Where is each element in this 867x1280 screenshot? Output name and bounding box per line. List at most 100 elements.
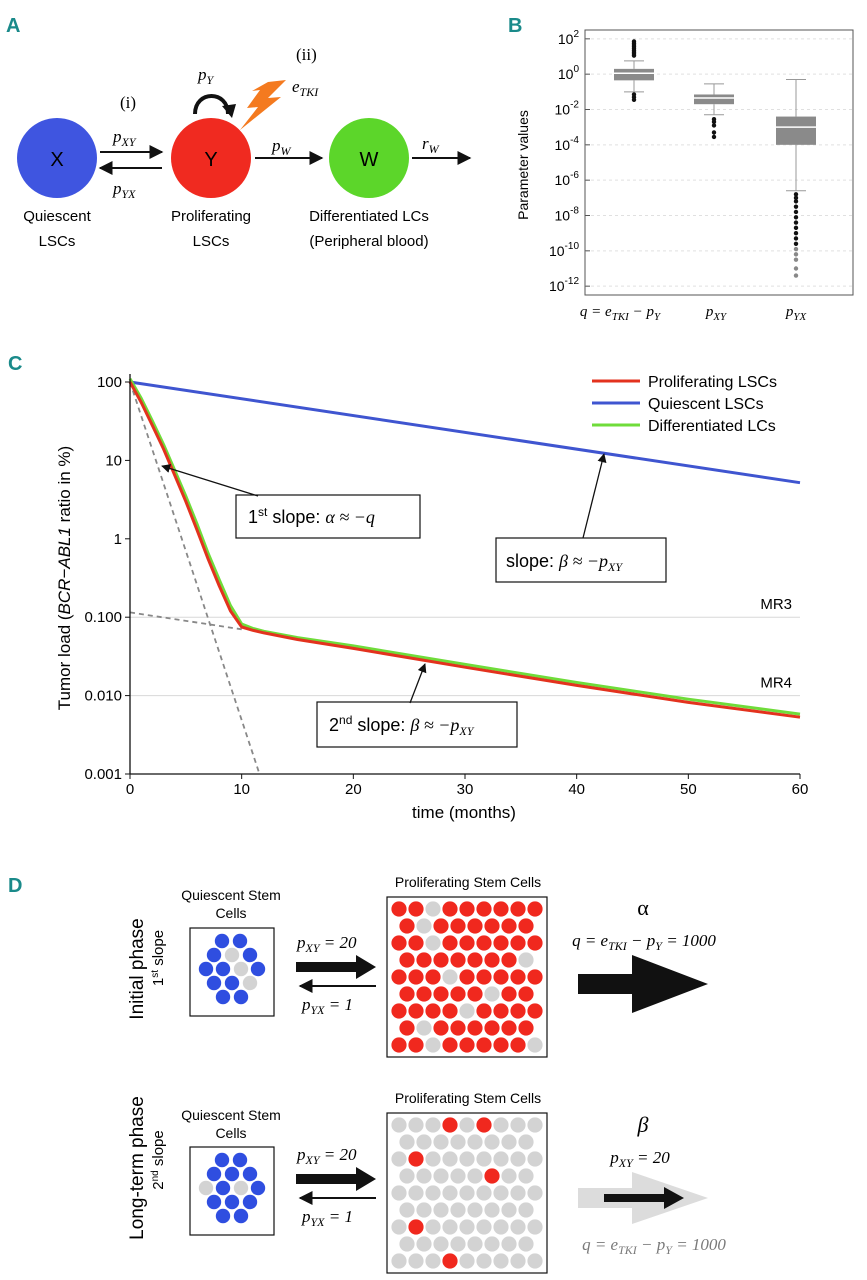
proliferating-cell — [425, 1037, 441, 1053]
proliferating-cell — [391, 1003, 407, 1019]
proliferating-cell — [476, 935, 492, 951]
d-row1-forward-arrow — [296, 955, 376, 979]
c-xtick-label: 50 — [680, 781, 697, 798]
b-outlier — [793, 246, 799, 252]
proliferating-cell — [493, 1185, 509, 1201]
panel-a: A X Quiescent LSCs Y Proliferating LSCs … — [6, 15, 472, 250]
b-outlier — [793, 266, 799, 271]
c-xtick-label: 60 — [792, 781, 809, 798]
d-row2-quiescent-cells — [198, 1152, 266, 1224]
proliferating-cell — [416, 918, 432, 934]
proliferating-cell — [408, 1151, 424, 1167]
b-outlier — [793, 241, 799, 246]
proliferating-cell — [459, 1037, 475, 1053]
b-outlier — [793, 225, 799, 231]
proliferating-cell — [510, 969, 526, 985]
c-xtick-label: 0 — [126, 781, 134, 798]
b-outlier — [711, 123, 717, 128]
proliferating-cell — [493, 901, 509, 917]
proliferating-cell — [459, 1151, 475, 1167]
proliferating-cell — [399, 986, 415, 1002]
proliferating-cell — [467, 918, 483, 934]
proliferating-cell — [501, 986, 517, 1002]
proliferating-cell — [484, 1168, 500, 1184]
proliferating-cell — [425, 1219, 441, 1235]
proliferating-cell — [501, 1202, 517, 1218]
annotation-first-slope: 1st slope: α ≈ −q — [248, 505, 375, 527]
proliferating-cell — [442, 1037, 458, 1053]
legend-label-proliferating: Proliferating LSCs — [648, 374, 777, 391]
node-w-circle — [329, 118, 409, 198]
step-i-label: (i) — [120, 93, 136, 112]
proliferating-cell — [510, 1219, 526, 1235]
quiescent-cell — [233, 1208, 249, 1224]
proliferating-cell — [408, 1253, 424, 1269]
proliferating-cell — [408, 901, 424, 917]
quiescent-cell — [224, 1166, 240, 1182]
d-row1-prolif-cells — [391, 901, 543, 1053]
d-row2-prolif-title: Proliferating Stem Cells — [395, 1090, 541, 1106]
node-w-caption-1: Differentiated LCs — [309, 208, 429, 225]
b-outlier — [711, 119, 717, 125]
proliferating-cell — [433, 1236, 449, 1252]
c-ytick-label: 0.001 — [84, 766, 122, 783]
b-yticks: 102 100 10-2 10-4 10-6 10-8 10-10 10-12 — [549, 29, 590, 294]
proliferating-cell — [425, 1185, 441, 1201]
proliferating-cell — [391, 901, 407, 917]
quiescent-cell — [215, 1180, 231, 1196]
proliferating-cell — [510, 1037, 526, 1053]
quiescent-cell — [242, 947, 258, 963]
proliferating-cell — [493, 1151, 509, 1167]
proliferating-cell — [467, 952, 483, 968]
proliferating-cell — [425, 935, 441, 951]
proliferating-cell — [493, 1219, 509, 1235]
annotation-slope: slope: β ≈ −pXY — [506, 551, 623, 574]
d-row2-slope: 2nd slope — [150, 1130, 167, 1190]
panel-b: B Parameter values 102 100 10-2 10-4 10-6 10-… — [508, 15, 854, 323]
proliferating-cell — [501, 1020, 517, 1036]
d-row2-phase: Long-term phase — [127, 1096, 148, 1240]
b-xlabel: pXY — [705, 304, 728, 323]
b-plot-frame — [584, 29, 854, 296]
proliferating-cell — [391, 1185, 407, 1201]
b-outlier — [793, 192, 799, 197]
d-row1-quiescent-cells — [198, 933, 266, 1005]
c-dashed-lines — [129, 381, 261, 775]
b-ylabel: Parameter values — [515, 110, 531, 220]
b-ytick-label: 10-12 — [549, 276, 579, 294]
d-row2-forward-arrow — [296, 1167, 376, 1191]
b-box — [614, 68, 654, 81]
proliferating-cell — [476, 1003, 492, 1019]
panel-d: D Initial phase 1st slope Quiescent Stem… — [8, 874, 726, 1274]
node-x-label: X — [50, 149, 63, 171]
panel-letter-a: A — [6, 15, 20, 37]
quiescent-cell — [206, 1166, 222, 1182]
b-grid — [585, 38, 853, 287]
node-y-caption-1: Proliferating — [171, 208, 251, 225]
quiescent-cell — [214, 1152, 230, 1168]
py-label: pY — [197, 65, 215, 87]
proliferating-cell — [425, 1003, 441, 1019]
panel-c: C Tumor load (BCR−ABL1 ratio in %) time … — [8, 353, 808, 822]
proliferating-cell — [450, 952, 466, 968]
proliferating-cell — [484, 918, 500, 934]
proliferating-cell — [399, 1202, 415, 1218]
step-ii-label: (ii) — [296, 45, 317, 64]
proliferating-cell — [510, 1003, 526, 1019]
b-xlabels: q = eTKI − pY pXY pYX — [580, 304, 808, 323]
proliferating-cell — [493, 1117, 509, 1133]
proliferating-cell — [416, 952, 432, 968]
proliferating-cell — [493, 969, 509, 985]
pyx-label: pYX — [112, 179, 136, 201]
proliferating-cell — [399, 1020, 415, 1036]
d-row2-pxy: pXY = 20 — [296, 1145, 357, 1167]
proliferating-cell — [459, 901, 475, 917]
b-outlier — [793, 215, 799, 220]
proliferating-cell — [408, 935, 424, 951]
c-legend: Proliferating LSCs Quiescent LSCs Differ… — [592, 374, 777, 435]
proliferating-cell — [442, 1117, 458, 1133]
proliferating-cell — [501, 952, 517, 968]
proliferating-cell — [518, 1236, 534, 1252]
proliferating-cell — [527, 1253, 543, 1269]
